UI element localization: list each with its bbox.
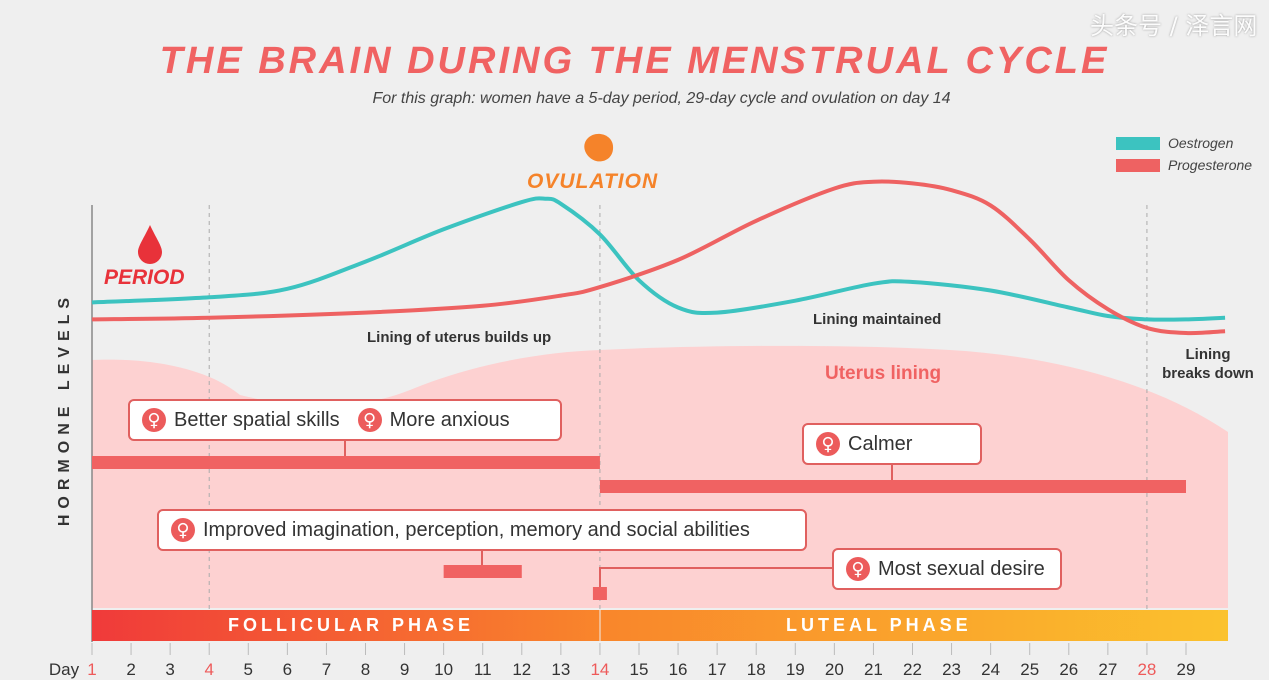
x-tick-label: 3 (165, 660, 175, 679)
venus-icon: ♀ (846, 557, 870, 581)
x-tick-label: 9 (399, 660, 410, 679)
x-tick-label: 25 (1020, 660, 1040, 679)
x-tick-label: 2 (126, 660, 136, 679)
legend: Oestrogen Progesterone (1116, 132, 1252, 176)
x-tick-label: 23 (942, 660, 962, 679)
venus-icon: ♀ (357, 408, 382, 432)
lining-maintained-label: Lining maintained (813, 311, 942, 328)
oestrogen-line (91, 196, 1226, 322)
effect-bar (592, 587, 607, 600)
ovum-icon (584, 133, 614, 162)
x-tick-label: 12 (512, 660, 532, 679)
lining-builds-label: Lining of uterus builds up (367, 329, 552, 346)
y-axis-label: HORMONE LEVELS (56, 291, 73, 527)
x-tick-label: 5 (243, 660, 254, 679)
page-title: THE BRAIN DURING THE MENSTRUAL CYCLE (159, 40, 1110, 82)
x-tick-label: 20 (824, 660, 844, 679)
effect-bar (443, 565, 522, 578)
watermark: 头条号 / 泽言网 (1090, 12, 1258, 40)
x-tick-label: 17 (707, 660, 727, 679)
x-tick-label: 24 (981, 660, 1001, 679)
uterus-lining-label: Uterus lining (825, 363, 942, 384)
effect-label: Better spatial skills (174, 408, 340, 431)
blood-drop-icon (138, 225, 162, 264)
x-tick-label: 11 (473, 660, 492, 679)
connector-sexual (599, 567, 832, 587)
legend-label: Oestrogen (1168, 135, 1234, 151)
x-tick-label: 26 (1059, 660, 1079, 679)
progesterone-line (91, 179, 1226, 336)
ovulation-label: OVULATION (527, 170, 659, 193)
follicular-phase-label: FOLLICULAR PHASE (228, 615, 474, 635)
legend-label: Progesterone (1168, 157, 1253, 173)
legend-oestrogen: Oestrogen (1116, 132, 1252, 154)
lining-breaks-label: Lining breaks down (1160, 345, 1256, 383)
legend-progesterone: Progesterone (1116, 154, 1252, 176)
x-tick-label: 10 (434, 660, 454, 679)
x-tick-label: 16 (668, 660, 688, 679)
effect-bar (92, 456, 600, 469)
effect-label: Improved imagination, perception, memory… (203, 518, 750, 541)
effect-label: Calmer (848, 432, 913, 455)
x-tick-label: 7 (321, 660, 332, 679)
x-tick-label: 15 (629, 660, 649, 679)
effect-bar (599, 480, 1186, 493)
callout-calmer: ♀ Calmer (802, 423, 982, 465)
x-tick-label: 13 (551, 660, 571, 679)
x-tick-label: 28 (1137, 660, 1157, 679)
luteal-phase-label: LUTEAL PHASE (786, 615, 972, 635)
x-tick-label: 21 (863, 660, 883, 679)
x-tick-label: 8 (360, 660, 371, 679)
period-label: PERIOD (104, 266, 185, 289)
x-tick-label: 14 (590, 660, 610, 679)
callout-spatial-anxious: ♀ Better spatial skills ♀ More anxious (128, 399, 562, 441)
x-tick-label: 27 (1098, 660, 1118, 679)
callout-sexual-desire: ♀ Most sexual desire (832, 548, 1062, 590)
venus-icon: ♀ (816, 432, 840, 456)
oestrogen-swatch (1116, 136, 1160, 150)
progesterone-swatch (1116, 158, 1160, 172)
lining-breaks-line1: Lining (1185, 346, 1231, 363)
x-tick-label: 6 (282, 660, 293, 679)
x-tick-label: 4 (204, 660, 214, 679)
effect-label: More anxious (389, 408, 510, 431)
x-tick-label: 18 (746, 660, 766, 679)
effect-label: Most sexual desire (878, 557, 1045, 580)
x-tick-label: 1 (87, 660, 97, 679)
x-tick-label: 22 (903, 660, 922, 679)
phase-bar (92, 610, 1228, 641)
venus-icon: ♀ (171, 518, 195, 542)
x-axis-label: Day (48, 660, 80, 679)
callout-improved: ♀ Improved imagination, perception, memor… (157, 509, 807, 551)
page-subtitle: For this graph: women have a 5-day perio… (372, 90, 951, 107)
lining-breaks-line2: breaks down (1162, 365, 1254, 382)
venus-icon: ♀ (142, 408, 166, 432)
x-tick-label: 29 (1176, 660, 1196, 679)
x-tick-label: 19 (785, 660, 805, 679)
